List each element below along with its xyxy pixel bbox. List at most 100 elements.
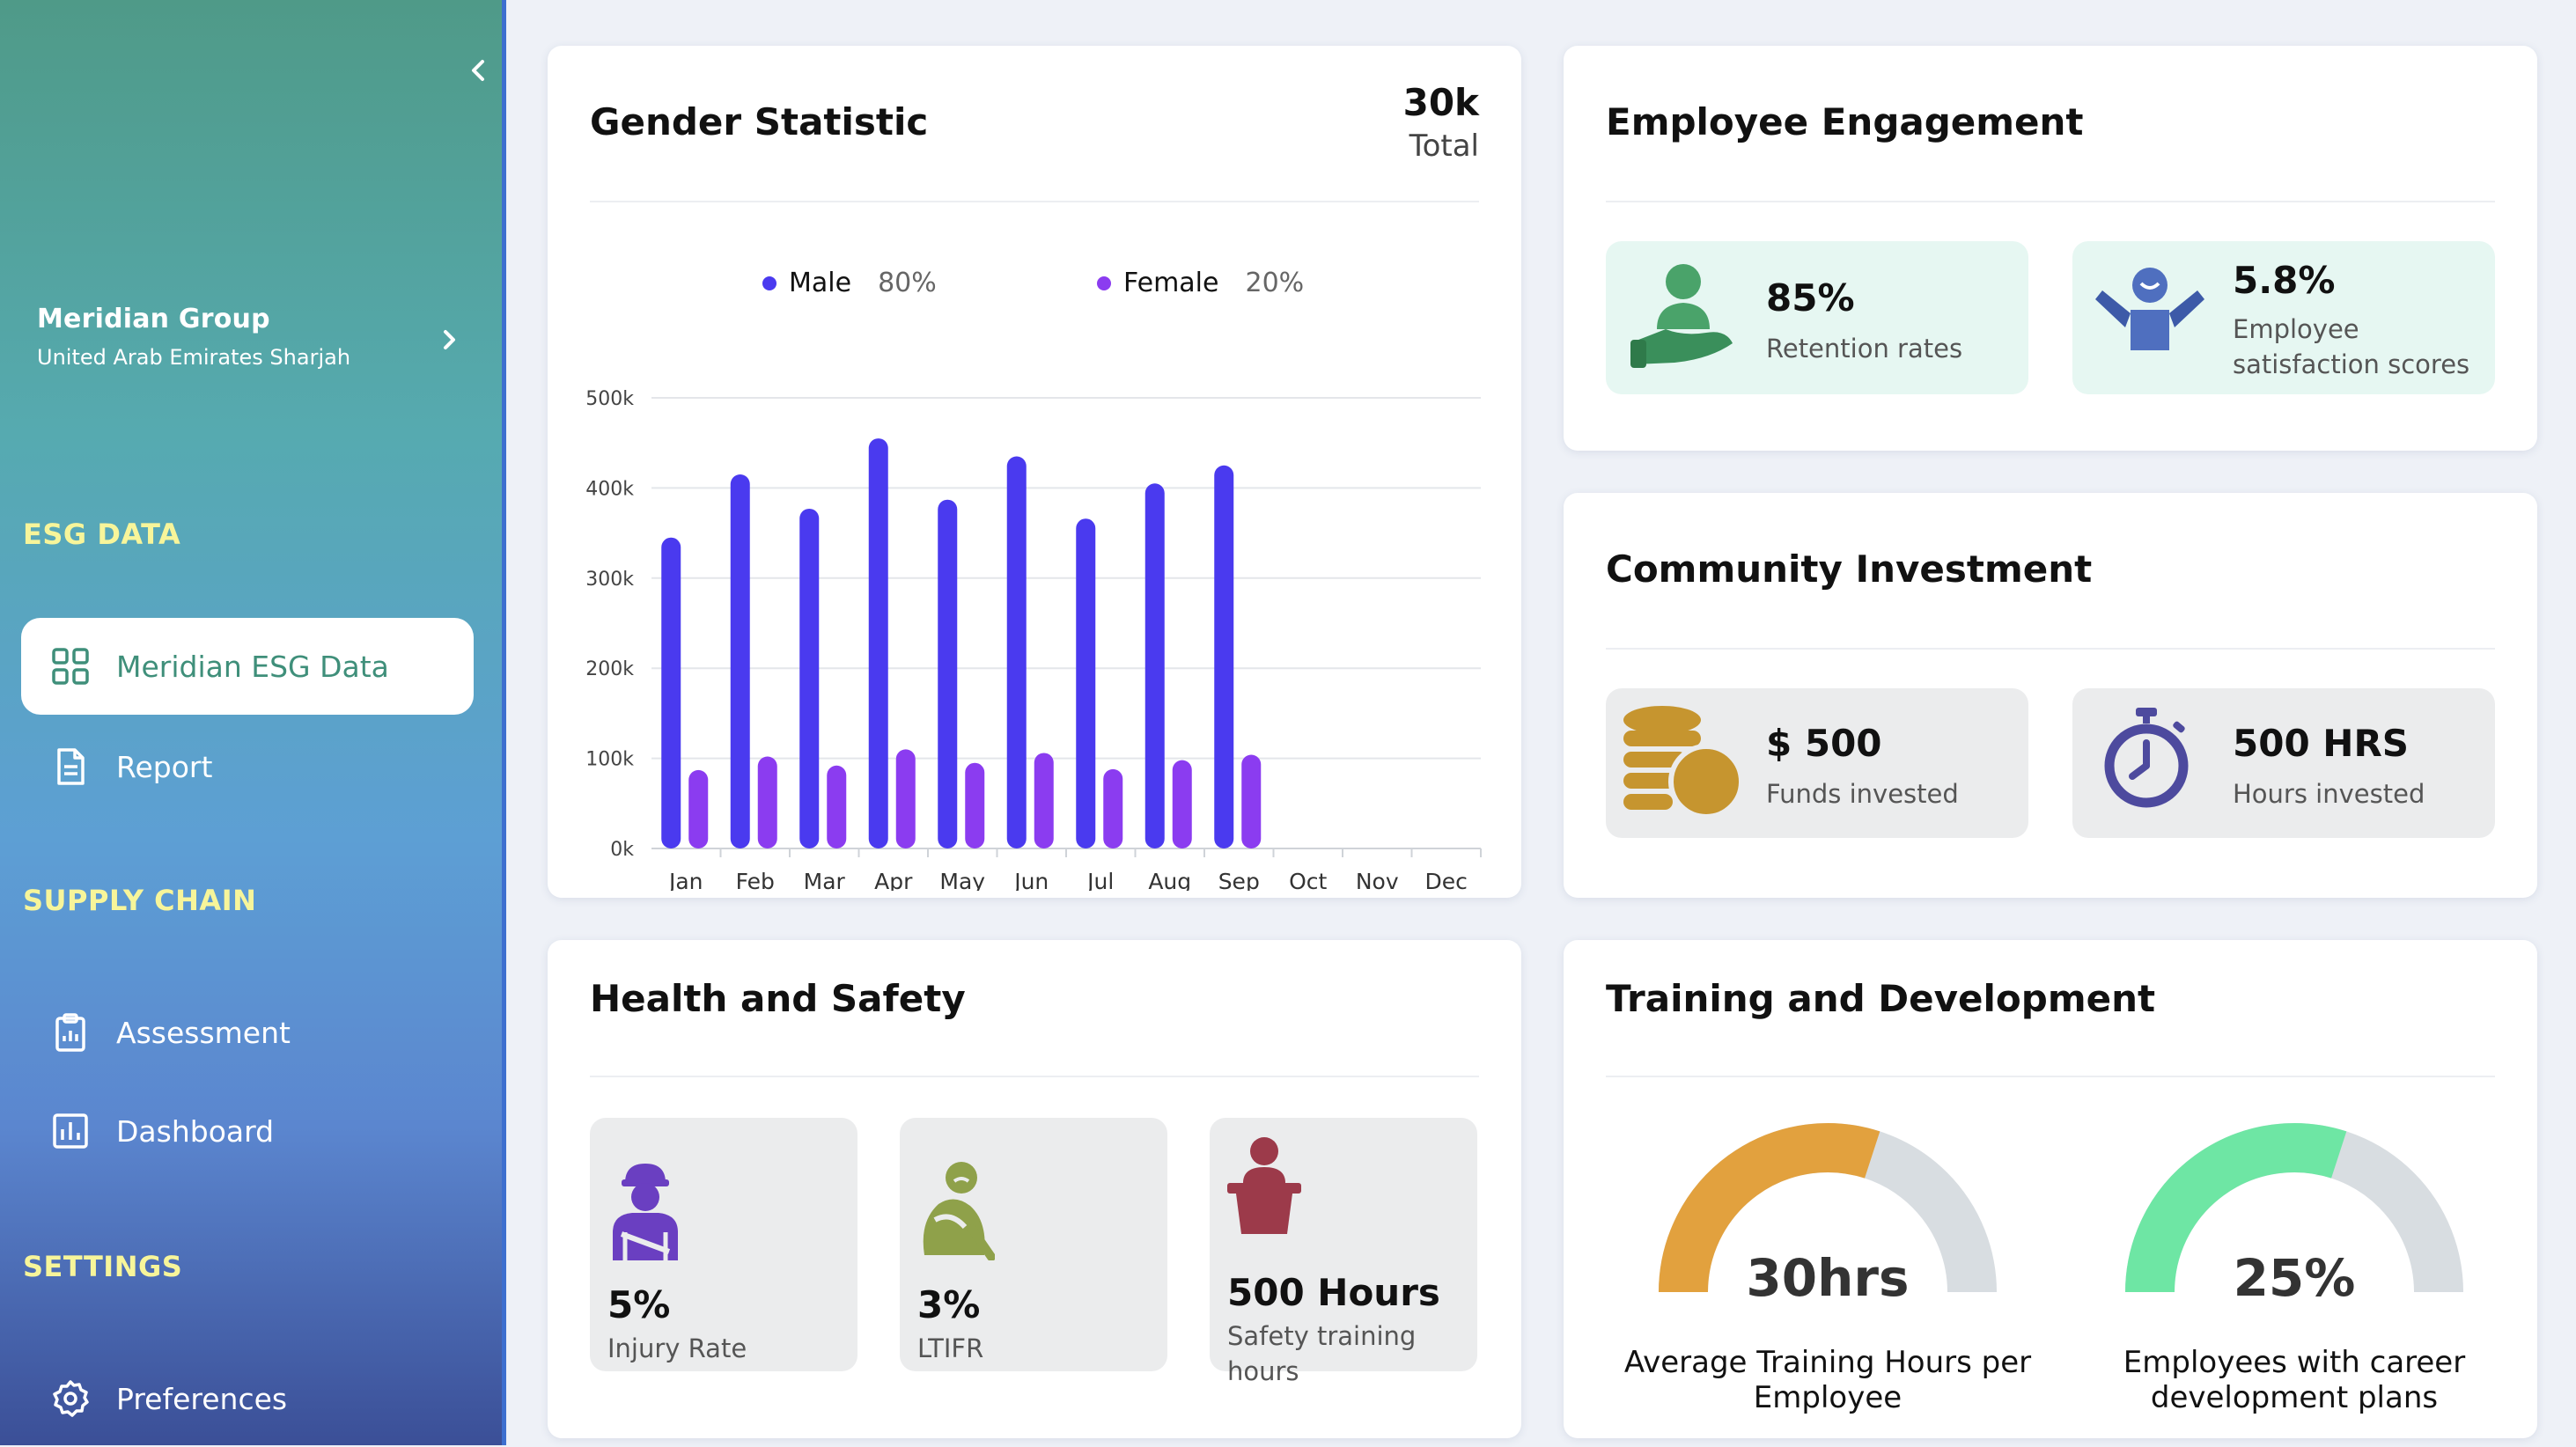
legend-male: Male 80% (762, 268, 937, 298)
gauge-fill (2125, 1123, 2347, 1293)
bar-female[interactable] (1103, 768, 1123, 848)
bar-male[interactable] (799, 508, 820, 848)
grid-icon (51, 647, 90, 686)
bar-male[interactable] (661, 537, 681, 848)
coins-icon (1623, 706, 1744, 819)
legend-label: Female (1123, 268, 1219, 298)
bar-male[interactable] (938, 499, 958, 848)
bar-male[interactable] (1076, 518, 1096, 848)
sidebar-item-label: Dashboard (116, 1113, 275, 1149)
section-title-supply-chain: SUPPLY CHAIN (23, 884, 257, 917)
satisfaction-label-line-2: satisfaction scores (2233, 349, 2470, 379)
sidebar-item-label: Preferences (116, 1381, 288, 1416)
female-dot-icon (1097, 275, 1111, 290)
gear-icon (51, 1379, 90, 1418)
average-training-hours-gauge (1659, 1123, 1997, 1293)
x-tick-label: Feb (736, 869, 775, 891)
injured-worker-icon (613, 1164, 678, 1260)
satisfaction-label-line-1: Employee (2233, 314, 2359, 344)
hurt-person-icon (923, 1162, 995, 1260)
organization-switcher[interactable]: Meridian Group United Arab Emirates Shar… (37, 304, 350, 370)
x-tick-label: Aug (1148, 869, 1191, 891)
sidebar-item-preferences[interactable]: Preferences (21, 1350, 474, 1447)
sidebar: Meridian Group United Arab Emirates Shar… (0, 0, 506, 1445)
gauge-value: 25% (2233, 1248, 2356, 1308)
chevron-right-icon[interactable] (440, 326, 460, 354)
sidebar-item-assessment[interactable]: Assessment (21, 984, 474, 1081)
bar-female[interactable] (757, 756, 777, 848)
bar-male[interactable] (1006, 456, 1027, 848)
x-tick-label: Oct (1289, 869, 1327, 891)
gender-statistic-card: Gender Statistic 30k Total Male 80% Fema… (548, 46, 1521, 898)
hours-label: Hours invested (2233, 779, 2425, 809)
bar-female[interactable] (895, 749, 916, 848)
sidebar-item-esg-data[interactable]: Meridian ESG Data (21, 618, 474, 715)
employee-engagement-card: Employee Engagement 85% Retention rates … (1564, 46, 2537, 451)
injury-rate-value: 5% (607, 1283, 671, 1326)
y-tick-label: 100k (585, 749, 634, 771)
happy-person-icon (2095, 268, 2204, 350)
bar-female[interactable] (827, 765, 847, 848)
retention-label: Retention rates (1766, 334, 1963, 364)
sidebar-item-report[interactable]: Report (21, 718, 474, 815)
bar-female[interactable] (1034, 753, 1054, 848)
safety-training-label-line-1: Safety training (1227, 1321, 1417, 1351)
bar-female[interactable] (965, 762, 985, 848)
bar-female[interactable] (1241, 754, 1262, 848)
y-tick-label: 400k (585, 478, 634, 500)
ltifr-tile: 3% LTIFR (900, 1118, 1167, 1371)
x-tick-label: Jul (1086, 869, 1114, 891)
clipboard-icon (51, 1013, 90, 1052)
divider (1606, 201, 2495, 202)
sidebar-item-dashboard[interactable]: Dashboard (21, 1083, 474, 1179)
x-tick-label: Sep (1218, 869, 1260, 891)
funds-tile: $ 500 Funds invested (1606, 688, 2028, 838)
bar-male[interactable] (868, 438, 888, 848)
bar-male[interactable] (1214, 465, 1234, 848)
collapse-sidebar-button[interactable] (465, 55, 491, 86)
bar-female[interactable] (1172, 760, 1192, 848)
gauge-value: 30hrs (1746, 1248, 1910, 1308)
chevron-left-icon (472, 60, 484, 81)
safety-training-value: 500 Hours (1227, 1271, 1440, 1314)
y-tick-label: 200k (585, 658, 634, 680)
training-and-development-card: Training and Development 30hrs Average T… (1564, 940, 2537, 1438)
organization-location: United Arab Emirates Sharjah (37, 345, 351, 370)
divider (590, 1076, 1479, 1077)
safety-training-label-line-2: hours (1227, 1356, 1299, 1386)
ltifr-label: LTIFR (917, 1333, 984, 1363)
satisfaction-value: 5.8% (2233, 259, 2336, 302)
x-tick-label: May (939, 869, 985, 891)
bar-male[interactable] (730, 474, 750, 848)
section-title-esg-data: ESG DATA (23, 518, 181, 551)
x-tick-label: Jan (667, 869, 703, 891)
x-tick-label: Apr (874, 869, 913, 891)
retention-value: 85% (1766, 276, 1855, 320)
speaker-podium-icon (1227, 1137, 1301, 1234)
satisfaction-tile: 5.8% Employee satisfaction scores (2072, 241, 2495, 394)
divider (590, 201, 1479, 202)
legend-percent: 20% (1245, 268, 1305, 298)
section-title-settings: SETTINGS (23, 1250, 183, 1283)
injury-rate-tile: 5% Injury Rate (590, 1118, 857, 1371)
gauge-label-line-2: Employee (1753, 1380, 1903, 1415)
career-development-gauge (2125, 1123, 2463, 1293)
hours-tile: 500 HRS Hours invested (2072, 688, 2495, 838)
bar-female[interactable] (688, 769, 709, 848)
document-icon (51, 747, 90, 786)
sidebar-item-label: Report (116, 749, 213, 784)
gauge-label-line-1: Average Training Hours per (1623, 1345, 2032, 1380)
divider (1606, 648, 2495, 650)
card-title: Employee Engagement (1606, 100, 2084, 143)
hand-person-icon (1630, 264, 1733, 368)
bar-male[interactable] (1144, 483, 1165, 848)
retention-tile: 85% Retention rates (1606, 241, 2028, 394)
card-title: Training and Development (1606, 977, 2156, 1020)
hours-value: 500 HRS (2233, 722, 2410, 765)
community-investment-card: Community Investment $ 500 Funds investe… (1564, 493, 2537, 898)
gauge-label-line-1: Employees with career (2123, 1345, 2466, 1380)
stopwatch-icon (2104, 708, 2189, 808)
x-tick-label: Nov (1356, 869, 1399, 891)
legend-percent: 80% (878, 268, 937, 298)
x-tick-label: Dec (1425, 869, 1468, 891)
